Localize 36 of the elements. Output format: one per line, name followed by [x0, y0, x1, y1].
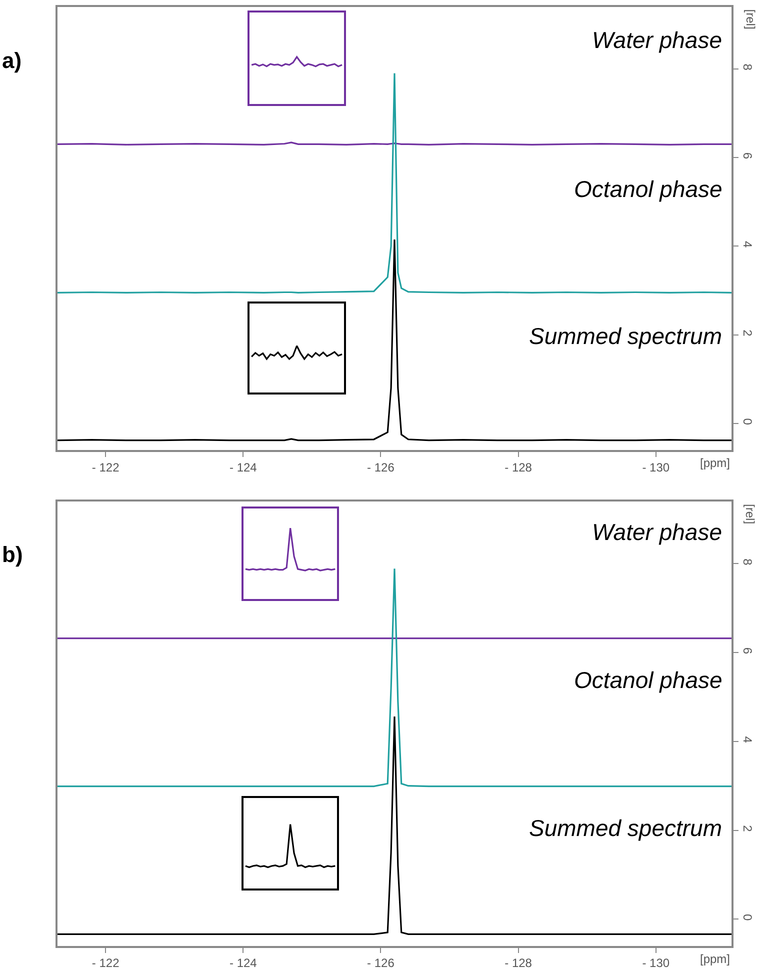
x-tick-label: - 122 — [92, 460, 120, 474]
annotation: Octanol phase — [574, 667, 722, 693]
line-series — [57, 72, 732, 294]
y-tick-label: 2 — [740, 825, 754, 832]
x-tick-label: - 124 — [229, 460, 258, 474]
x-tick-label: - 126 — [367, 956, 395, 970]
x-tick-label: - 124 — [229, 956, 258, 970]
y-tick-label: 4 — [740, 736, 754, 744]
y-tick-label: 0 — [740, 914, 754, 921]
y-tick-label: 8 — [740, 558, 754, 566]
text: a) — [2, 48, 22, 73]
x-tick-label: - 128 — [504, 460, 532, 474]
x-tick-label: - 130 — [642, 460, 670, 474]
x-axis-title: [ppm] — [700, 456, 730, 470]
x-axis-title: [ppm] — [700, 952, 730, 966]
y-tick-label: 8 — [740, 64, 754, 71]
annotation: Summed spectrum — [529, 323, 722, 349]
annotation: Summed spectrum — [529, 815, 722, 841]
text: b) — [2, 542, 23, 567]
y-tick-label: 6 — [740, 152, 754, 160]
annotation: Water phase — [592, 27, 722, 53]
x-tick-label: - 126 — [367, 460, 395, 474]
y-tick-label: 4 — [740, 241, 754, 248]
line-series — [57, 238, 732, 442]
line-series — [57, 568, 732, 788]
y-tick-label: 2 — [740, 330, 754, 337]
annotation: Octanol phase — [574, 176, 722, 202]
x-tick-label: - 130 — [642, 956, 670, 970]
line-series — [57, 716, 732, 935]
y-axis-title: [rel] — [743, 504, 758, 524]
annotation: Water phase — [592, 519, 722, 545]
x-tick-label: - 122 — [92, 956, 120, 970]
y-tick-label: 6 — [740, 647, 754, 654]
y-axis-title: [rel] — [743, 9, 758, 30]
x-tick-label: - 128 — [504, 956, 532, 970]
y-tick-label: 0 — [740, 418, 754, 426]
